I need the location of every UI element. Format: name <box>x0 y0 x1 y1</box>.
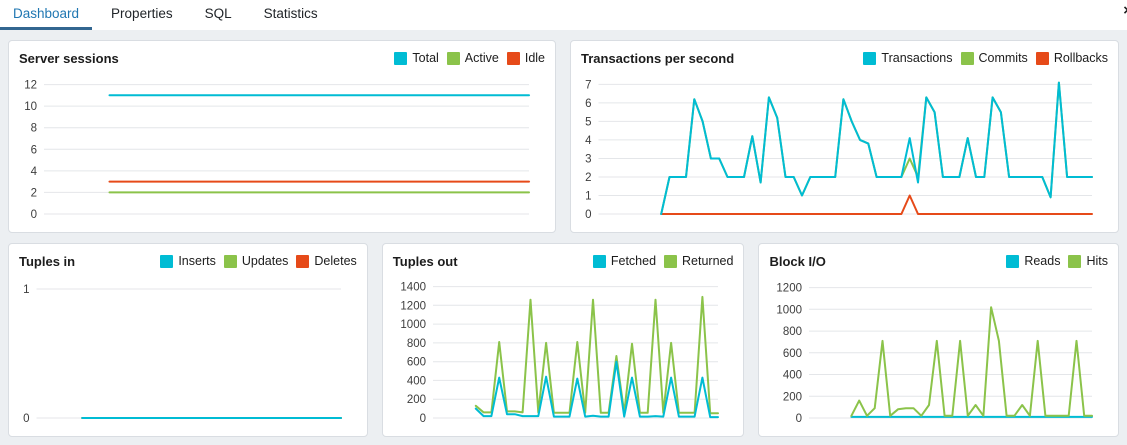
legend-swatch <box>1068 254 1082 268</box>
legend-swatch <box>394 51 408 65</box>
svg-text:2: 2 <box>585 172 591 184</box>
svg-text:1200: 1200 <box>400 300 426 312</box>
svg-text:2: 2 <box>31 187 37 199</box>
legend-swatch <box>664 254 678 268</box>
svg-text:4: 4 <box>31 166 38 178</box>
svg-text:0: 0 <box>796 413 802 425</box>
svg-text:800: 800 <box>783 326 802 338</box>
legend: Fetched Returned <box>592 254 733 268</box>
svg-text:400: 400 <box>407 375 426 387</box>
panel-title: Tuples out <box>392 253 458 269</box>
legend-label: Deletes <box>314 254 357 268</box>
legend-swatch <box>506 51 520 65</box>
block-io-chart: 0 200 400 600 800 1000 1200 <box>769 273 1108 430</box>
svg-text:1: 1 <box>585 191 591 203</box>
legend-label: Reads <box>1024 254 1061 268</box>
svg-text:0: 0 <box>585 209 591 221</box>
svg-text:12: 12 <box>24 80 37 92</box>
tab-dashboard[interactable]: Dashboard <box>0 0 93 30</box>
tab-statistics[interactable]: Statistics <box>263 6 318 21</box>
svg-text:1200: 1200 <box>777 283 803 295</box>
panel-title: Block I/O <box>769 253 826 269</box>
svg-text:5: 5 <box>585 116 591 128</box>
legend-label: Updates <box>241 254 289 268</box>
svg-text:200: 200 <box>783 391 802 403</box>
svg-text:1: 1 <box>23 284 29 296</box>
svg-text:0: 0 <box>23 413 29 425</box>
tuples-out-panel: Tuples out Fetched Returned 0 200 400 600 80… <box>381 243 745 437</box>
legend-swatch <box>296 254 310 268</box>
tab-bar: Dashboard Properties SQL Statistics × <box>0 0 1127 30</box>
legend: Transactions Commits Rollbacks <box>863 51 1108 65</box>
tab-properties[interactable]: Properties <box>111 6 173 21</box>
legend-swatch <box>223 254 237 268</box>
transactions-per-second-chart: 0 1 2 3 4 5 6 7 <box>581 70 1108 226</box>
legend-swatch <box>1006 254 1020 268</box>
close-icon[interactable]: × <box>1123 3 1127 18</box>
svg-text:200: 200 <box>407 394 426 406</box>
server-sessions-chart: 0 2 4 6 8 10 12 <box>19 70 545 226</box>
legend-label: Idle <box>524 51 545 65</box>
svg-text:7: 7 <box>585 79 591 91</box>
legend-item-rollbacks: Rollbacks <box>1035 51 1108 65</box>
panel-title: Tuples in <box>19 253 76 269</box>
svg-text:800: 800 <box>407 338 426 350</box>
legend-swatch <box>960 51 974 65</box>
legend: Total Active Idle <box>394 51 545 65</box>
svg-text:1000: 1000 <box>400 319 426 331</box>
panel-title: Transactions per second <box>581 50 735 66</box>
legend-item-hits: Hits <box>1068 254 1108 268</box>
legend-item-returned: Returned <box>664 254 733 268</box>
svg-text:400: 400 <box>783 370 802 382</box>
server-sessions-panel: Server sessions Total Active Idle 0 2 4 6 8 1… <box>8 40 556 233</box>
legend-label: Commits <box>978 51 1028 65</box>
legend-item-inserts: Inserts <box>160 254 216 268</box>
legend-swatch <box>1035 51 1049 65</box>
legend-item-commits: Commits <box>960 51 1028 65</box>
legend-item-idle: Idle <box>506 51 545 65</box>
legend-swatch <box>446 51 460 65</box>
svg-text:6: 6 <box>585 98 591 110</box>
legend-label: Inserts <box>178 254 216 268</box>
svg-text:8: 8 <box>31 123 37 135</box>
svg-text:1400: 1400 <box>400 282 426 294</box>
tab-sql[interactable]: SQL <box>204 6 232 21</box>
legend-swatch <box>592 254 606 268</box>
svg-text:0: 0 <box>31 209 37 221</box>
svg-text:6: 6 <box>31 144 37 156</box>
svg-text:600: 600 <box>407 357 426 369</box>
legend-label: Total <box>412 51 439 65</box>
transactions-per-second-panel: Transactions per second Transactions Com… <box>570 40 1119 233</box>
legend-label: Rollbacks <box>1053 51 1108 65</box>
legend-swatch <box>160 254 174 268</box>
legend: Reads Hits <box>1006 254 1108 268</box>
legend-swatch <box>863 51 877 65</box>
svg-text:1000: 1000 <box>777 304 803 316</box>
panel-title: Server sessions <box>19 50 119 66</box>
legend-item-updates: Updates <box>223 254 289 268</box>
legend-item-total: Total <box>394 51 439 65</box>
legend-label: Hits <box>1086 254 1108 268</box>
legend-label: Active <box>464 51 499 65</box>
svg-text:10: 10 <box>24 101 37 113</box>
svg-text:600: 600 <box>783 348 802 360</box>
legend-item-fetched: Fetched <box>592 254 657 268</box>
block-io-panel: Block I/O Reads Hits 0 200 400 600 800 1000 12… <box>758 243 1119 437</box>
dashboard-content: Server sessions Total Active Idle 0 2 4 6 8 1… <box>0 30 1127 445</box>
legend-label: Fetched <box>610 254 657 268</box>
svg-text:0: 0 <box>419 413 425 425</box>
legend-item-deletes: Deletes <box>296 254 357 268</box>
legend-item-reads: Reads <box>1006 254 1060 268</box>
tuples-out-chart: 0 200 400 600 800 1000 1200 1400 <box>393 273 734 430</box>
legend: Inserts Updates Deletes <box>160 254 357 268</box>
legend-label: Transactions <box>881 51 953 65</box>
legend-label: Returned <box>682 254 734 268</box>
svg-text:3: 3 <box>585 154 591 166</box>
svg-text:4: 4 <box>585 135 592 147</box>
legend-item-transactions: Transactions <box>863 51 953 65</box>
legend-item-active: Active <box>446 51 499 65</box>
